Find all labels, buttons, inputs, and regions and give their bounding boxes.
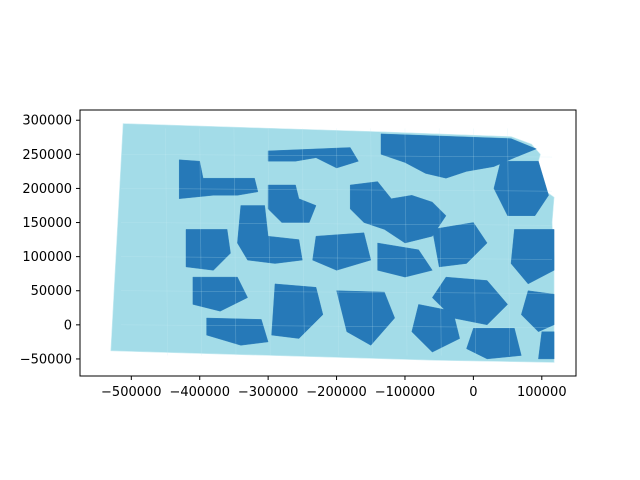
region-dark-4 <box>267 184 317 223</box>
region-dark-16 <box>411 304 460 353</box>
county-line-v-8 <box>404 128 408 356</box>
region-dark-14 <box>271 283 324 339</box>
county-line-v-1 <box>165 128 168 356</box>
region-dark-19 <box>510 229 555 285</box>
county-line-v-4 <box>267 128 271 356</box>
county-line-v-5 <box>302 128 305 356</box>
region-borders <box>121 128 553 356</box>
region-dark-13 <box>206 317 269 346</box>
x-tick-label: −300000 <box>238 385 299 400</box>
region-dark-2 <box>267 147 359 169</box>
county-line-h-6 <box>121 324 553 328</box>
y-tick-label: −50000 <box>20 352 72 367</box>
y-tick-label: 50000 <box>31 284 72 299</box>
axes-frame <box>79 109 577 377</box>
county-line-v-10 <box>473 128 476 356</box>
region-dark-7 <box>185 229 231 271</box>
county-line-v-3 <box>233 128 237 356</box>
y-tick-label: 250000 <box>22 148 72 163</box>
county-line-v-2 <box>199 128 202 356</box>
region-dark-21 <box>538 331 555 360</box>
x-tick-label: 100000 <box>517 385 567 400</box>
county-line-v-11 <box>507 128 510 356</box>
x-axis: −500000 −400000 −300000 −200000 −100000 0 1000… <box>101 376 567 400</box>
county-line-v-9 <box>438 128 442 356</box>
county-line-h-2 <box>121 188 553 192</box>
x-tick-label: 0 <box>469 385 477 400</box>
x-tick-label: −500000 <box>101 385 162 400</box>
y-axis: −50000 0 50000 100000 150000 200000 250000 3000… <box>20 114 80 367</box>
map-regions <box>179 133 555 360</box>
plot-area <box>110 123 555 363</box>
region-dark-6 <box>237 205 303 264</box>
region-dark-15 <box>336 290 395 346</box>
x-tick-label: −200000 <box>306 385 367 400</box>
region-dark-8 <box>312 232 372 271</box>
county-line-h-4 <box>121 256 553 260</box>
county-line-v-7 <box>370 128 373 356</box>
county-line-h-5 <box>121 290 553 294</box>
region-dark-9 <box>377 242 433 278</box>
region-dark-12 <box>192 276 248 312</box>
region-dark-10 <box>432 222 488 268</box>
region-dark-1 <box>380 133 537 179</box>
county-line-h-1 <box>121 154 553 158</box>
county-line-v-6 <box>336 128 339 356</box>
county-line-h-3 <box>121 222 553 226</box>
region-dark-5 <box>350 181 447 244</box>
x-tick-label: −400000 <box>169 385 230 400</box>
y-tick-label: 100000 <box>22 250 72 265</box>
region-dark-18 <box>493 161 549 216</box>
region-dark-17 <box>466 328 522 360</box>
y-tick-label: 300000 <box>22 114 72 129</box>
y-tick-label: 200000 <box>22 182 72 197</box>
y-tick-label: 0 <box>64 318 72 333</box>
x-tick-label: −100000 <box>375 385 436 400</box>
y-tick-label: 150000 <box>22 216 72 231</box>
